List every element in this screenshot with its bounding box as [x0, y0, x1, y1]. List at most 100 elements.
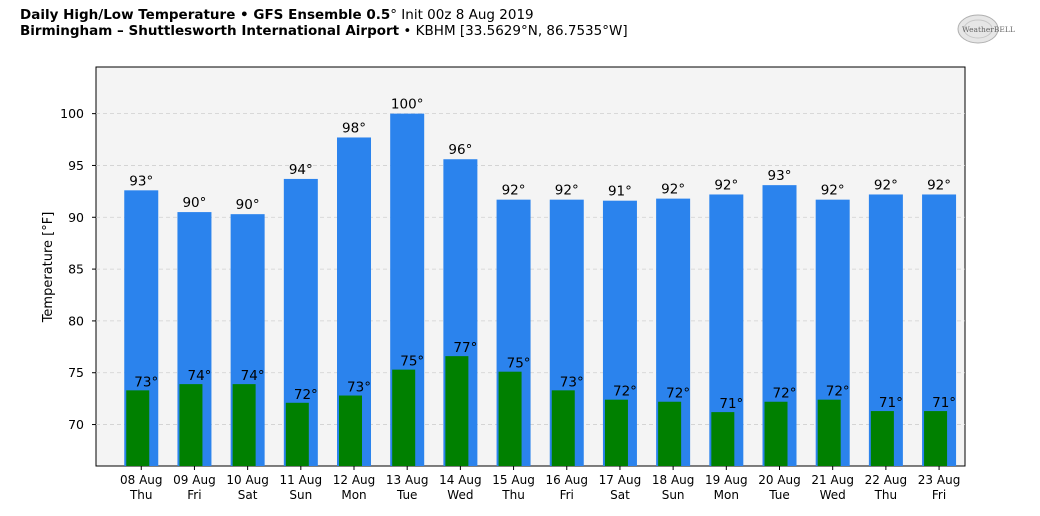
high-value-label: 93°	[768, 168, 792, 184]
x-tick-date: 23 Aug	[918, 473, 961, 487]
x-tick-weekday: Thu	[874, 488, 898, 502]
low-value-label: 75°	[507, 356, 531, 372]
title-line-2: Birmingham – Shuttlesworth International…	[20, 22, 628, 40]
low-value-label: 74°	[187, 368, 211, 384]
x-tick-weekday: Sat	[238, 488, 258, 502]
title-line-1-bold: Daily High/Low Temperature • GFS Ensembl…	[20, 7, 391, 23]
y-axis-label: Temperature [°F]	[41, 212, 56, 324]
low-value-label: 73°	[347, 380, 371, 396]
low-bar	[817, 399, 841, 466]
high-value-label: 92°	[502, 183, 526, 199]
low-bar	[870, 411, 894, 466]
x-tick-date: 10 Aug	[226, 473, 269, 487]
title-line-2-bold: Birmingham – Shuttlesworth International…	[20, 22, 400, 39]
low-bar	[658, 401, 682, 466]
high-value-label: 94°	[289, 162, 313, 178]
low-bar	[126, 390, 150, 466]
low-value-label: 72°	[773, 386, 797, 402]
high-value-label: 92°	[555, 183, 579, 199]
high-value-label: 92°	[821, 183, 845, 199]
x-tick-weekday: Wed	[820, 488, 846, 502]
high-value-label: 93°	[129, 173, 153, 189]
x-tick-weekday: Mon	[341, 488, 366, 502]
data-labels: 93° 73° 90° 74° 90° 74° 94° 72° 98° 73° 100° 75° 96°…	[129, 97, 956, 412]
low-bar	[764, 401, 788, 466]
low-bar	[551, 390, 575, 466]
x-tick-weekday: Fri	[932, 488, 946, 502]
high-value-label: 92°	[714, 177, 738, 193]
x-tick-weekday: Fri	[560, 488, 574, 502]
x-tick-date: 22 Aug	[865, 473, 908, 487]
low-bar	[604, 399, 628, 466]
low-value-label: 77°	[453, 340, 477, 356]
high-value-label: 96°	[448, 142, 472, 158]
low-value-label: 73°	[560, 374, 584, 390]
x-tick-date: 14 Aug	[439, 473, 482, 487]
y-tick-label: 70	[68, 417, 84, 432]
x-tick-date: 08 Aug	[120, 473, 163, 487]
high-value-label: 100°	[391, 97, 424, 113]
low-value-label: 71°	[879, 395, 903, 411]
low-value-label: 72°	[613, 384, 637, 400]
y-tick-label: 100	[60, 106, 84, 121]
y-axis: 70 75 80 85 90 95 100	[60, 106, 96, 432]
low-value-label: 75°	[400, 354, 424, 370]
low-bar	[339, 395, 363, 466]
x-tick-date: 11 Aug	[280, 473, 323, 487]
x-tick-weekday: Thu	[501, 488, 525, 502]
low-bar	[392, 369, 416, 466]
low-bar	[498, 371, 522, 466]
x-tick-date: 12 Aug	[333, 473, 376, 487]
x-tick-weekday: Thu	[129, 488, 153, 502]
high-value-label: 91°	[608, 184, 632, 200]
x-tick-weekday: Mon	[714, 488, 739, 502]
x-tick-weekday: Tue	[396, 488, 418, 502]
x-tick-date: 13 Aug	[386, 473, 429, 487]
low-value-label: 72°	[826, 384, 850, 400]
x-tick-weekday: Wed	[447, 488, 473, 502]
x-tick-date: 21 Aug	[811, 473, 854, 487]
high-value-label: 90°	[236, 197, 260, 213]
weatherbell-logo: WeatherBELL	[957, 14, 1015, 44]
high-value-label: 92°	[874, 177, 898, 193]
low-bar	[924, 411, 948, 466]
low-bars	[126, 356, 948, 466]
low-bar	[445, 356, 469, 466]
x-tick-weekday: Sat	[610, 488, 630, 502]
low-value-label: 73°	[134, 374, 158, 390]
low-value-label: 72°	[666, 386, 690, 402]
y-tick-label: 90	[68, 210, 84, 225]
low-bar	[285, 402, 309, 466]
y-tick-label: 80	[68, 313, 84, 328]
y-tick-label: 75	[68, 365, 84, 380]
x-tick-weekday: Sun	[289, 488, 312, 502]
high-value-label: 98°	[342, 120, 366, 136]
low-bar	[711, 412, 735, 466]
title-line-1-rest: ° Init 00z 8 Aug 2019	[390, 7, 534, 23]
low-value-label: 71°	[719, 396, 743, 412]
high-value-label: 90°	[182, 195, 206, 211]
low-value-label: 74°	[241, 368, 265, 384]
x-tick-weekday: Tue	[768, 488, 790, 502]
low-value-label: 72°	[294, 387, 318, 403]
chart-title: Daily High/Low Temperature • GFS Ensembl…	[20, 7, 628, 40]
low-bar	[179, 384, 203, 466]
high-value-label: 92°	[661, 182, 685, 198]
title-line-1: Daily High/Low Temperature • GFS Ensembl…	[20, 7, 628, 24]
x-tick-date: 15 Aug	[492, 473, 535, 487]
x-tick-date: 19 Aug	[705, 473, 748, 487]
x-tick-date: 18 Aug	[652, 473, 695, 487]
x-tick-date: 09 Aug	[173, 473, 216, 487]
x-tick-weekday: Fri	[187, 488, 201, 502]
low-value-label: 71°	[932, 395, 956, 411]
x-tick-date: 17 Aug	[599, 473, 642, 487]
x-tick-weekday: Sun	[662, 488, 685, 502]
high-value-label: 92°	[927, 177, 951, 193]
low-bar	[232, 384, 256, 466]
y-tick-label: 85	[68, 262, 84, 277]
x-tick-date: 20 Aug	[758, 473, 801, 487]
x-tick-date: 16 Aug	[545, 473, 588, 487]
logo-text: WeatherBELL	[962, 25, 1015, 34]
